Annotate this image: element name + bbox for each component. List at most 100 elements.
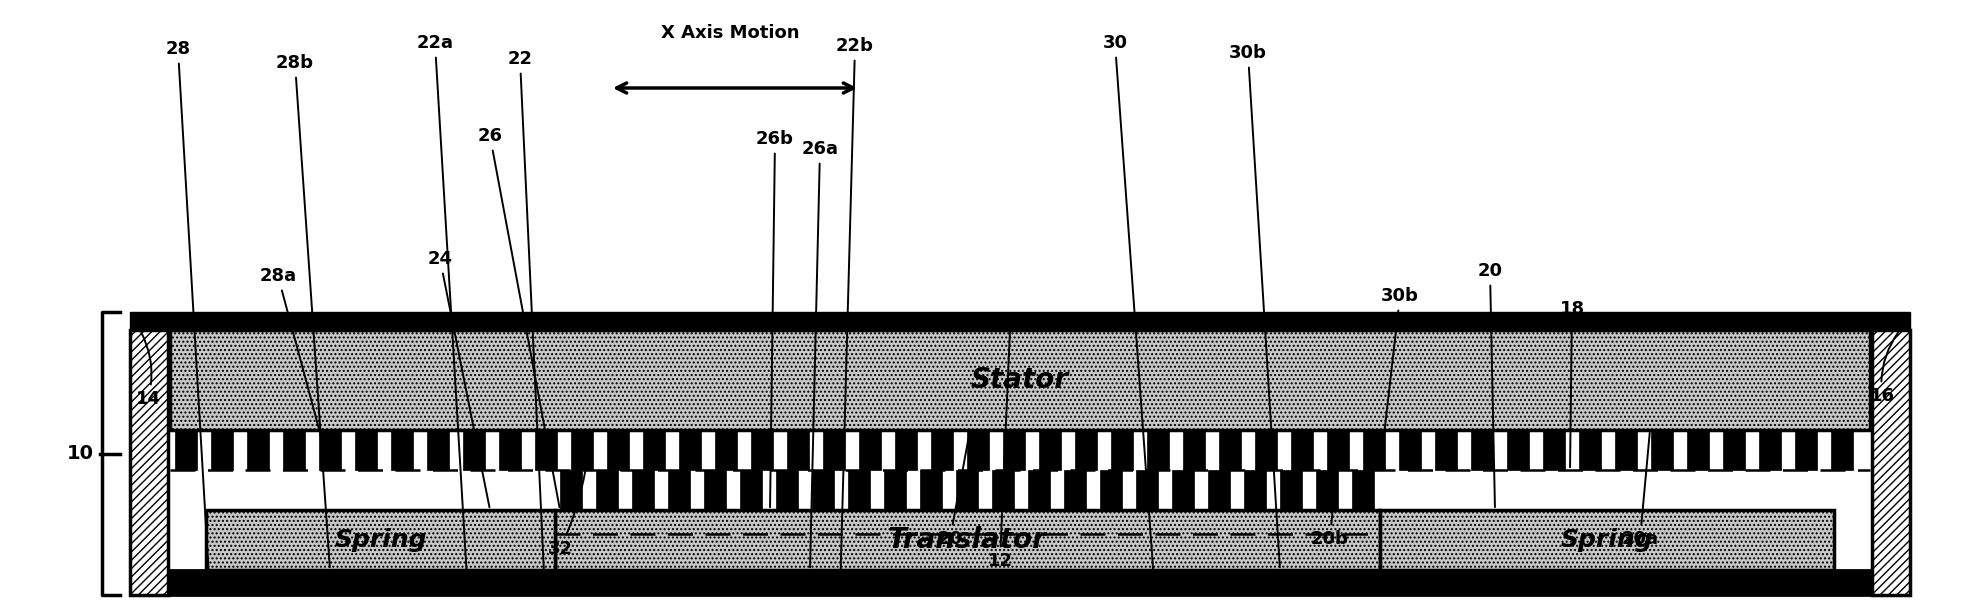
Bar <box>130 312 1910 330</box>
Text: Translator: Translator <box>889 526 1046 554</box>
Bar <box>751 430 773 470</box>
Bar <box>669 470 690 510</box>
Bar <box>391 430 413 470</box>
Bar <box>1688 430 1709 470</box>
Bar <box>704 470 726 510</box>
Bar <box>679 430 700 470</box>
Bar <box>930 430 952 470</box>
Bar <box>1182 430 1206 470</box>
Text: 22b: 22b <box>836 37 873 592</box>
Bar <box>462 430 486 470</box>
Bar <box>740 470 761 510</box>
Text: 14: 14 <box>136 333 161 408</box>
Bar <box>130 330 167 595</box>
Bar <box>210 430 232 470</box>
Bar <box>1076 430 1098 470</box>
Bar <box>643 430 665 470</box>
Text: 28b: 28b <box>275 54 330 567</box>
Bar <box>555 510 1381 570</box>
Bar <box>860 430 881 470</box>
Text: 20: 20 <box>938 433 970 548</box>
Text: 28a: 28a <box>260 267 328 467</box>
Bar <box>608 430 629 470</box>
Bar <box>1507 430 1528 470</box>
Bar <box>1255 430 1277 470</box>
Bar <box>1243 470 1267 510</box>
Bar <box>561 470 582 510</box>
Bar <box>1399 430 1420 470</box>
Bar <box>812 470 834 510</box>
Bar <box>207 510 555 570</box>
Bar <box>1615 430 1637 470</box>
Text: 22: 22 <box>507 50 545 592</box>
Text: 24: 24 <box>427 250 490 507</box>
Bar <box>1650 430 1674 470</box>
Bar <box>1100 470 1121 510</box>
Bar <box>1723 430 1745 470</box>
Bar <box>991 470 1015 510</box>
Bar <box>1003 430 1025 470</box>
Text: 20: 20 <box>1477 262 1503 507</box>
Bar <box>248 430 269 470</box>
Bar <box>777 470 799 510</box>
Text: 20b: 20b <box>1312 433 1349 548</box>
Bar <box>956 470 978 510</box>
Text: 22a: 22a <box>417 34 468 592</box>
Bar <box>283 430 305 470</box>
Text: Spring: Spring <box>334 528 427 552</box>
Bar <box>319 430 340 470</box>
Bar <box>1363 430 1385 470</box>
Bar <box>895 430 917 470</box>
Bar <box>1111 430 1133 470</box>
Text: 26a: 26a <box>801 140 838 567</box>
Text: Stator: Stator <box>972 366 1068 394</box>
Text: 20a: 20a <box>1621 433 1658 548</box>
Text: 26b: 26b <box>755 130 795 507</box>
Bar <box>1873 330 1910 595</box>
Bar <box>1328 430 1349 470</box>
Text: X Axis Motion: X Axis Motion <box>661 24 799 42</box>
Text: 30b: 30b <box>1229 44 1281 567</box>
Bar <box>1172 470 1194 510</box>
Bar <box>1220 430 1241 470</box>
Text: 32: 32 <box>547 433 590 558</box>
Bar <box>500 430 521 470</box>
Bar <box>1147 430 1168 470</box>
Bar <box>427 430 448 470</box>
Text: Spring: Spring <box>1560 528 1652 552</box>
Bar <box>596 470 618 510</box>
Bar <box>1039 430 1060 470</box>
Bar <box>535 430 557 470</box>
Bar <box>1316 470 1338 510</box>
Bar <box>1471 430 1493 470</box>
Bar <box>1436 430 1458 470</box>
Bar <box>570 430 592 470</box>
Bar <box>1029 470 1050 510</box>
Text: 16: 16 <box>1869 332 1898 405</box>
Text: 26: 26 <box>478 127 559 507</box>
Bar <box>848 470 869 510</box>
Bar <box>714 430 738 470</box>
Bar <box>1381 510 1833 570</box>
Text: 12: 12 <box>987 333 1013 570</box>
Bar <box>1208 470 1229 510</box>
Bar <box>169 570 1871 595</box>
Text: 10: 10 <box>67 444 94 463</box>
Bar <box>1580 430 1601 470</box>
Bar <box>1281 470 1302 510</box>
Text: 18: 18 <box>1560 300 1585 467</box>
Bar <box>1796 430 1818 470</box>
Bar <box>175 430 197 470</box>
Text: 28: 28 <box>165 40 210 592</box>
Bar <box>169 330 1871 430</box>
Text: 30b: 30b <box>1381 287 1418 467</box>
Bar <box>968 430 989 470</box>
Bar <box>1137 470 1159 510</box>
Text: 30: 30 <box>1102 34 1155 592</box>
Bar <box>1064 470 1086 510</box>
Bar <box>883 470 907 510</box>
Bar <box>921 470 942 510</box>
Bar <box>1758 430 1780 470</box>
Bar <box>1831 430 1853 470</box>
Bar <box>1351 470 1375 510</box>
